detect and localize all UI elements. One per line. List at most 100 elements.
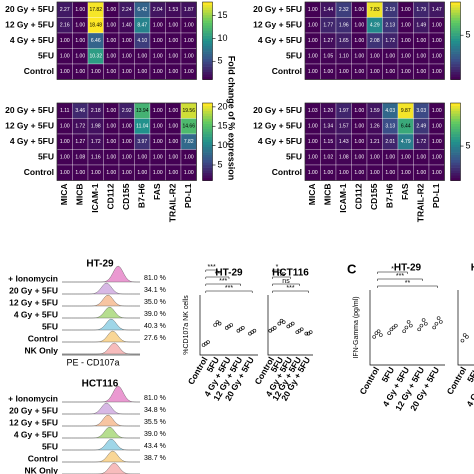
cell-label: 10.32 [89, 54, 102, 60]
hist-row-label: NK Only [24, 345, 58, 355]
colorbar-segment [202, 35, 213, 39]
cell-label: 1.00 [153, 139, 163, 145]
colorbar-segment [450, 170, 461, 174]
sig-label: *** [396, 273, 404, 280]
column-label: FAS [400, 183, 410, 200]
cell-label: 1.00 [122, 124, 132, 130]
colorbar-segment [450, 152, 461, 155]
dot [436, 316, 441, 320]
cell-label: 1.00 [75, 54, 85, 60]
cell-label: 1.00 [122, 69, 132, 75]
histogram-trace [62, 438, 140, 451]
heatmap-frame [304, 102, 445, 181]
colorbar-segment [202, 17, 213, 21]
colorbar-segment [202, 30, 213, 34]
colorbar-segment [202, 71, 213, 75]
dot [213, 323, 217, 327]
cell-label: 1.00 [153, 54, 163, 60]
dot [374, 331, 379, 335]
cell-label: 1.59 [370, 108, 380, 114]
cell-label: 1.00 [106, 108, 116, 114]
colorbar-segment [450, 7, 461, 11]
cell-label: 1.00 [75, 7, 85, 13]
sig-bracket [272, 290, 309, 293]
colorbar-segment [450, 175, 461, 179]
colorbar-segment [450, 14, 461, 18]
cell-label: 14.66 [182, 124, 195, 130]
hist-percent: 43.4 % [144, 443, 166, 450]
cell-label: 1.00 [354, 54, 364, 60]
column-label: MICB [323, 184, 333, 206]
sig-label: *** [208, 264, 216, 271]
colorbar-tick-label: 5 [218, 159, 223, 169]
colorbar-segment [202, 103, 213, 106]
cell-label: 1.72 [416, 139, 426, 145]
hist-row-label: 12 Gy + 5FU [9, 417, 58, 427]
cell-label: 2.01 [385, 139, 395, 145]
cell-label: 1.20 [323, 108, 333, 114]
colorbar-tick-label: 15 [218, 121, 228, 131]
cell-label: 1.00 [308, 69, 318, 75]
dot [299, 327, 304, 332]
row-label: 4 Gy + 5FU [10, 35, 54, 45]
heatmap-frame [304, 1, 445, 80]
row-label: 20 Gy + 5FU [253, 105, 302, 115]
histogram-trace [62, 330, 140, 343]
cell-label: 1.00 [168, 108, 178, 114]
hist-row-label: 5FU [42, 441, 58, 451]
colorbar-segment [450, 115, 461, 119]
cell-label: 1.08 [75, 155, 85, 161]
colorbar-segment [202, 48, 213, 52]
row-label: 5FU [38, 152, 54, 162]
hist-percent: 35.0 % [144, 299, 166, 306]
cell-label: 1.98 [91, 124, 101, 130]
dot [252, 328, 257, 333]
colorbar-segment [202, 108, 213, 112]
colorbar-segment [450, 56, 461, 60]
colorbar-segment [450, 103, 461, 106]
colorbar-segment [450, 141, 461, 145]
cell-label: 1.00 [432, 139, 442, 145]
dot-ylabel: IFN-Gamma (pg/ml) [353, 296, 360, 358]
hist-percent: 39.0 % [144, 311, 166, 318]
colorbar-segment [202, 105, 213, 109]
sig-bracket [377, 285, 438, 288]
colorbar-segment [450, 53, 461, 57]
cell-label: 1.00 [354, 155, 364, 161]
row-label: Control [272, 66, 302, 76]
dot-title: HCT116 [272, 268, 309, 279]
hist-row-label: Control [28, 333, 58, 343]
cell-label: 1.00 [308, 23, 318, 29]
histogram-trace [62, 306, 140, 319]
column-label: MICA [59, 184, 69, 206]
cell-label: 1.00 [308, 155, 318, 161]
cell-label: 1.00 [184, 23, 194, 29]
cell-label: 1.77 [323, 23, 333, 29]
dot [389, 327, 394, 332]
cell-label: 1.53 [168, 7, 178, 13]
cell-label: 6.46 [91, 38, 101, 44]
cell-label: 1.00 [323, 170, 333, 176]
cell-label: 1.00 [60, 38, 70, 44]
cell-label: 1.00 [153, 38, 163, 44]
cell-label: 1.03 [308, 108, 318, 114]
cell-label: 1.00 [91, 69, 101, 75]
cell-label: 1.00 [184, 54, 194, 60]
sig-bracket [272, 276, 291, 279]
colorbar-segment [450, 167, 461, 171]
row-label: 5FU [286, 51, 302, 61]
cell-label: 1.00 [432, 170, 442, 176]
dot [241, 326, 245, 330]
colorbar-segment [450, 157, 461, 161]
colorbar-segment [450, 126, 461, 130]
colorbar-segment [450, 139, 461, 143]
dot-axes [267, 295, 313, 356]
colorbar-segment [202, 20, 213, 23]
cell-label: 1.08 [339, 155, 349, 161]
cell-label: 1.00 [432, 23, 442, 29]
dot [277, 321, 282, 326]
dot-title: HT-29 [215, 268, 243, 279]
colorbar-segment [450, 58, 461, 62]
cell-label: 1.00 [354, 7, 364, 13]
